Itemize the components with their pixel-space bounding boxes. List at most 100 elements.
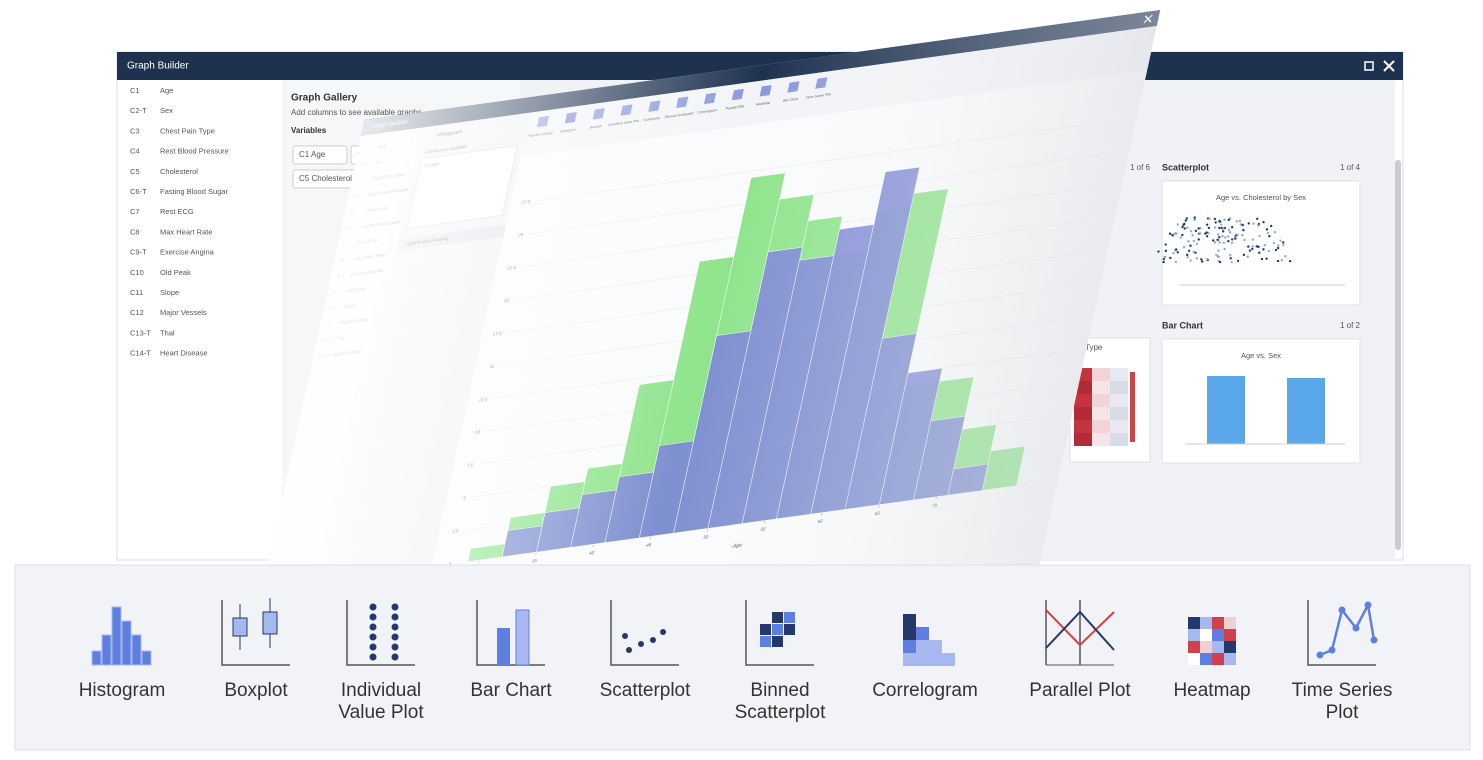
- variable-id: C7: [130, 207, 140, 216]
- scatter-dot: [1186, 226, 1189, 229]
- scatter-dot: [1205, 235, 1209, 238]
- scatter-dot: [1284, 255, 1287, 258]
- icon-cell: [1200, 617, 1212, 629]
- icon-cell: [929, 640, 942, 653]
- icon-dot: [622, 633, 628, 639]
- icon-dot: [1364, 601, 1372, 609]
- icon-cell: [1224, 617, 1236, 629]
- icon-cell: [1188, 617, 1200, 629]
- variable-name: Age: [160, 86, 173, 95]
- icon-bar: [121, 620, 132, 666]
- scatter-dot: [1227, 218, 1230, 222]
- scatter-dot: [1197, 238, 1200, 241]
- graph-type-button[interactable]: Correlogram: [872, 614, 978, 701]
- scatter-dot: [1258, 251, 1261, 254]
- scatter-dot: [1199, 226, 1202, 230]
- icon-dot: [626, 647, 632, 653]
- scatter-dot: [1189, 259, 1192, 262]
- graph-type-button[interactable]: Heatmap: [1173, 617, 1251, 701]
- icon-cell: [1224, 653, 1236, 665]
- icon-bar: [101, 634, 112, 666]
- scatter-dot: [1163, 255, 1166, 259]
- icon-cell: [784, 612, 795, 623]
- scatter-dot: [1184, 219, 1187, 222]
- scatter-dot: [1195, 257, 1199, 260]
- partial-card-title: Type: [1085, 343, 1103, 352]
- heatmap-cell: [1110, 368, 1128, 381]
- icon-bar: [141, 650, 152, 666]
- scatter-dot: [1221, 230, 1225, 233]
- scatter-dot: [1228, 231, 1232, 234]
- icon-dot: [1338, 606, 1346, 614]
- scatter-dot: [1242, 228, 1245, 232]
- heatmap-cell: [1074, 407, 1092, 420]
- scatter-dot: [1207, 226, 1211, 230]
- variable-id: C13-T: [130, 328, 151, 337]
- scatter-dot: [1192, 250, 1195, 254]
- color-scale: [1130, 372, 1135, 442]
- scatter-dot: [1181, 225, 1184, 229]
- graph-card[interactable]: [1161, 180, 1361, 306]
- scatter-dot: [1169, 256, 1172, 260]
- scatter-dot: [1230, 241, 1234, 245]
- graph-type-label: Boxplot: [224, 680, 288, 701]
- scatter-dot: [1252, 222, 1255, 225]
- scrollbar[interactable]: [1395, 160, 1401, 550]
- icon-cell: [760, 624, 771, 635]
- graph-type-label: Heatmap: [1173, 680, 1250, 701]
- scatter-dot: [1262, 221, 1265, 224]
- graph-type-button[interactable]: Histogram: [79, 606, 166, 701]
- variable-chip[interactable]: [292, 145, 348, 165]
- scatter-dot: [1213, 226, 1217, 229]
- scatter-dot: [1227, 228, 1231, 232]
- heatmap-cell: [1092, 420, 1110, 433]
- scatter-dot: [1187, 240, 1190, 243]
- scatter-dot: [1187, 249, 1191, 252]
- scatter-dot: [1208, 217, 1211, 220]
- scatter-dot: [1171, 233, 1174, 237]
- variable-name: Thal: [160, 328, 175, 337]
- graph-type-label: Histogram: [79, 680, 166, 701]
- scatter-dot: [1251, 247, 1254, 251]
- scatter-dot: [1197, 227, 1200, 230]
- scatter-dot: [1248, 249, 1252, 252]
- icon-dot: [391, 633, 399, 641]
- scatter-dot: [1221, 234, 1224, 238]
- variable-id: C9-T: [130, 248, 147, 257]
- scatter-dot: [1214, 221, 1217, 224]
- restore-button[interactable]: [1364, 61, 1374, 71]
- scatter-dot: [1256, 217, 1259, 221]
- icon-cell: [772, 636, 783, 647]
- scatter-dot: [1222, 241, 1226, 244]
- heatmap-cell: [1092, 368, 1110, 381]
- scatter-dot: [1272, 241, 1276, 245]
- graph-type-button[interactable]: Scatterplot: [600, 600, 692, 701]
- scatter-dot: [1162, 257, 1166, 261]
- icon-dot: [1352, 624, 1360, 632]
- graph-type-button[interactable]: Boxplot: [221, 598, 290, 701]
- heatmap-cell: [1074, 394, 1092, 407]
- scatter-dot: [1265, 228, 1269, 231]
- glass-overlay: [242, 10, 1161, 680]
- variable-name: Chest Pain Type: [160, 126, 215, 135]
- icon-dot: [369, 613, 377, 621]
- graph-card[interactable]: [1161, 338, 1361, 464]
- icon-cell: [1212, 617, 1224, 629]
- icon-axes: [1307, 600, 1376, 666]
- scatter-dot: [1205, 223, 1209, 226]
- scatter-dot: [1189, 244, 1192, 247]
- close-button[interactable]: [1383, 60, 1395, 72]
- graph-type-label: Individual: [341, 680, 421, 701]
- card-count: 1 of 2: [1340, 321, 1361, 330]
- graph-type-button[interactable]: Parallel Plot: [1029, 600, 1131, 701]
- icon-dot: [650, 637, 656, 643]
- icon-cell: [1200, 629, 1212, 641]
- graph-type-button[interactable]: Bar Chart: [470, 600, 552, 701]
- heatmap-cell: [1110, 407, 1128, 420]
- scatter-dot: [1265, 257, 1268, 260]
- variable-name: Cholesterol: [160, 167, 198, 176]
- icon-cell: [903, 640, 916, 653]
